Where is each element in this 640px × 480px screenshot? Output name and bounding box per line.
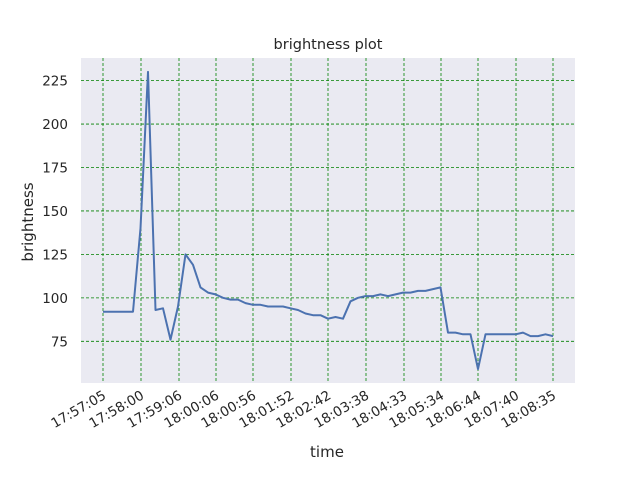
y-tick-label: 75 bbox=[51, 334, 68, 350]
chart-title: brightness plot bbox=[274, 37, 383, 53]
y-tick-label: 100 bbox=[42, 291, 68, 307]
x-tick-labels: 17:57:0517:58:0017:59:0618:00:0618:00:56… bbox=[48, 388, 559, 432]
y-tick-label: 175 bbox=[42, 160, 68, 176]
x-axis-label: time bbox=[310, 443, 344, 461]
y-tick-label: 125 bbox=[42, 247, 68, 263]
y-tick-labels: 75 100 125 150 175 200 225 bbox=[42, 74, 68, 351]
y-tick-label: 225 bbox=[42, 74, 68, 90]
y-tick-label: 200 bbox=[42, 117, 68, 133]
grid-lines bbox=[81, 58, 575, 383]
y-tick-label: 150 bbox=[42, 204, 68, 220]
y-axis-label: brightness bbox=[19, 182, 37, 261]
series-group bbox=[102, 70, 554, 371]
